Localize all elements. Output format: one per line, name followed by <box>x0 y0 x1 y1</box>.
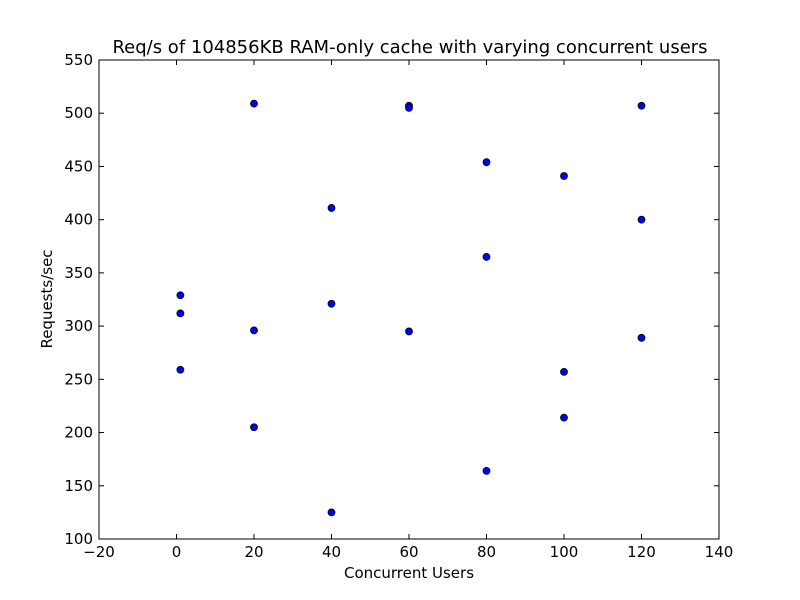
data-point <box>482 253 491 261</box>
x-tick-label: 80 <box>477 543 496 561</box>
x-tick-label: 100 <box>550 543 579 561</box>
y-tick-label: 500 <box>64 104 93 122</box>
x-axis-label: Concurrent Users <box>344 564 474 582</box>
data-point <box>482 466 491 475</box>
x-tick-label: 60 <box>399 543 418 561</box>
data-point <box>560 172 568 180</box>
data-point <box>250 423 258 432</box>
y-tick-label: 450 <box>64 157 93 175</box>
x-tick-label: −20 <box>83 543 115 561</box>
data-point <box>405 327 413 336</box>
x-tick-labels: −20 0 20 40 60 80 100 120 140 <box>83 543 733 561</box>
x-tick-label: 120 <box>627 543 656 561</box>
data-point <box>250 99 258 108</box>
y-tick-label: 200 <box>64 424 93 442</box>
data-point <box>250 326 258 335</box>
x-tick-label: 140 <box>705 543 734 561</box>
y-tick-label: 350 <box>64 264 93 282</box>
y-tick-label: 550 <box>64 51 93 69</box>
data-point <box>637 101 646 110</box>
y-tick-labels: 100 150 200 250 300 350 400 450 500 550 <box>64 51 93 548</box>
plot-frame <box>98 59 720 540</box>
x-tick-label: 0 <box>172 543 182 561</box>
data-point <box>637 333 646 342</box>
plot-area <box>99 60 719 539</box>
x-tick-label: 40 <box>322 543 341 561</box>
data-point <box>176 291 185 300</box>
y-tick-label: 150 <box>64 477 93 495</box>
data-point <box>637 215 646 224</box>
data-point <box>405 104 413 112</box>
data-point <box>176 365 185 374</box>
y-tick-label: 100 <box>64 530 93 548</box>
data-point <box>176 309 185 318</box>
data-point <box>327 204 336 212</box>
y-tick-label: 400 <box>64 211 93 229</box>
y-tick-label: 300 <box>64 317 93 335</box>
data-point <box>327 508 336 517</box>
data-point <box>560 413 568 422</box>
y-axis-label: Requests/sec <box>38 249 56 348</box>
y-tick-label: 250 <box>64 370 93 388</box>
x-tick-label: 20 <box>244 543 263 561</box>
data-point <box>560 367 568 376</box>
data-points <box>176 99 646 517</box>
data-point <box>482 158 491 167</box>
chart-title: Req/s of 104856KB RAM-only cache with va… <box>112 37 707 58</box>
data-point <box>327 299 336 308</box>
